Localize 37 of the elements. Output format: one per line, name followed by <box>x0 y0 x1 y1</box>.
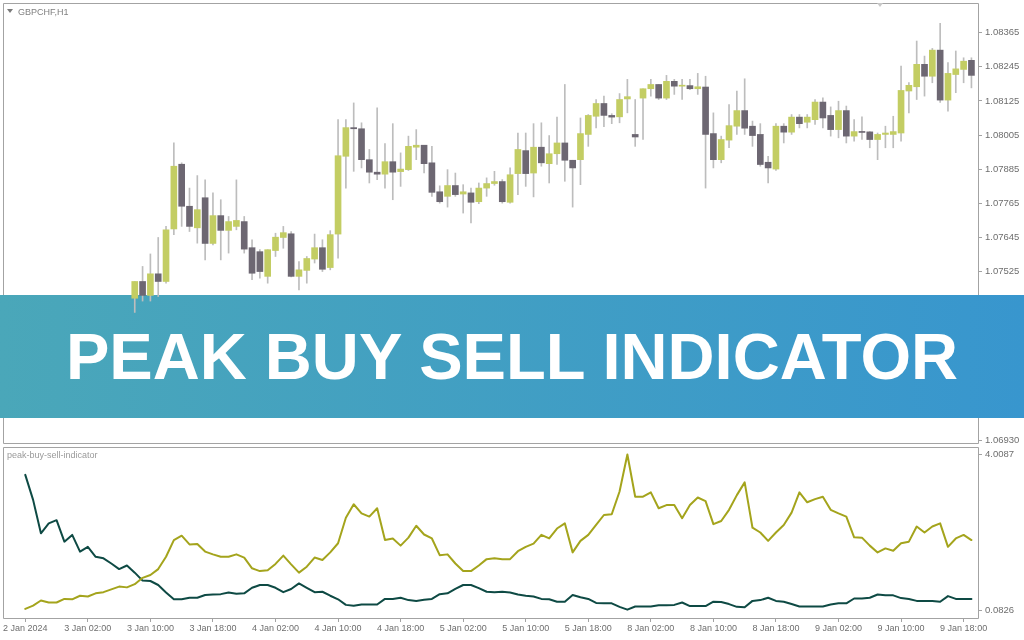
candlestick <box>389 123 397 201</box>
y-tick-label: 1.07765 <box>985 196 1020 208</box>
x-tick-label: 8 Jan 18:00 <box>752 622 800 633</box>
x-tick-label: 4 Jan 18:00 <box>377 622 425 633</box>
y-tick-label: 1.07885 <box>985 162 1020 174</box>
x-tick-label: 2 Jan 2024 <box>3 622 48 633</box>
x-tick-label: 3 Jan 18:00 <box>189 622 237 633</box>
y-tick-label: 1.06930 <box>985 433 1020 445</box>
y-tick-label: 1.07525 <box>985 264 1020 276</box>
candlestick <box>639 88 647 140</box>
text: PEAK BUY SELL INDICATOR <box>65 319 959 393</box>
x-tick-label: 8 Jan 10:00 <box>689 622 737 633</box>
candlestick <box>694 73 702 95</box>
x-tick-label: 8 Jan 02:00 <box>627 622 675 633</box>
candlestick <box>631 99 639 147</box>
y-tick-label: 4.0087 <box>985 448 1015 460</box>
y-tick-label: 1.08005 <box>985 128 1020 140</box>
x-tick-label: 5 Jan 10:00 <box>502 622 550 633</box>
x-tick-label: 3 Jan 10:00 <box>126 622 174 633</box>
x-tick-label: 5 Jan 02:00 <box>439 622 487 633</box>
x-tick-label: 9 Jan 18:00 <box>940 622 988 633</box>
x-tick-label: 9 Jan 02:00 <box>814 622 863 633</box>
candlestick <box>678 79 686 100</box>
x-tick-label: 4 Jan 02:00 <box>251 622 300 633</box>
y-tick-label: 0.0826 <box>985 604 1015 616</box>
chart-subtitle: GBPCHF,H1 <box>18 6 69 17</box>
candlestick <box>459 184 467 214</box>
x-tick-label: 9 Jan 10:00 <box>877 622 925 633</box>
x-tick-label: 4 Jan 10:00 <box>314 622 362 633</box>
candlestick <box>154 237 162 297</box>
x-tick-label: 5 Jan 18:00 <box>564 622 612 633</box>
x-tick-label: 3 Jan 02:00 <box>64 622 112 633</box>
y-tick-label: 1.08365 <box>985 26 1020 38</box>
chart-title: peak-buy-sell-indicator <box>7 449 98 460</box>
y-tick-label: 1.07645 <box>985 230 1020 242</box>
y-tick-label: 1.08245 <box>985 60 1020 72</box>
y-tick-label: 1.08125 <box>985 94 1020 106</box>
